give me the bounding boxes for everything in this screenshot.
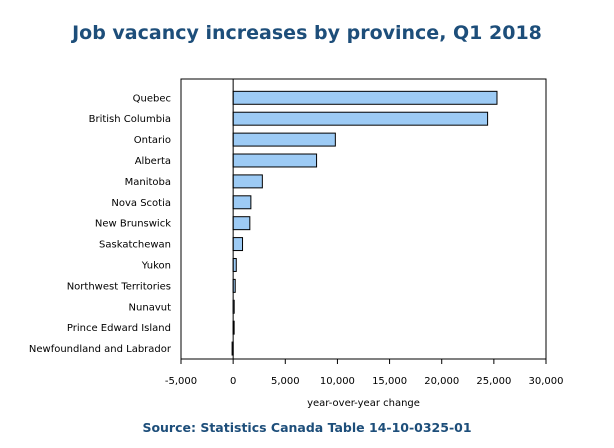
category-label: Nunavut <box>129 302 172 313</box>
bar-nova-scotia <box>232 195 252 210</box>
x-tick-label: 10,000 <box>320 376 355 387</box>
bar-manitoba <box>232 174 263 189</box>
chart-source: Source: Statistics Canada Table 14-10-03… <box>142 420 472 435</box>
category-label: New Brunswick <box>95 219 171 230</box>
x-axis-label: year-over-year change <box>307 398 420 409</box>
x-tick-label: 25,000 <box>476 376 511 387</box>
plot-frame <box>180 78 547 360</box>
bar-british-columbia <box>232 111 489 126</box>
x-tick-label: 0 <box>230 376 236 387</box>
category-label: Yukon <box>141 260 171 271</box>
bars-group <box>231 90 498 356</box>
bar-alberta <box>232 153 318 168</box>
category-label: Northwest Territories <box>67 281 171 292</box>
category-label: Ontario <box>134 135 171 146</box>
category-label: Newfoundland and Labrador <box>29 344 172 355</box>
category-label: Alberta <box>135 156 171 167</box>
category-label: Quebec <box>133 93 171 104</box>
x-axis-ticks: -5,000 0 5,000 10,000 15,000 20,000 25,000 30,0… <box>165 359 564 387</box>
x-tick-label: 30,000 <box>529 376 564 387</box>
bar-ontario <box>232 132 336 147</box>
bar-saskatchewan <box>232 237 244 252</box>
bar-new-brunswick <box>232 216 251 231</box>
chart-title: Job vacancy increases by province, Q1 20… <box>72 22 542 44</box>
category-label: British Columbia <box>89 114 171 125</box>
category-label: Prince Edward Island <box>67 323 171 334</box>
x-tick-label: 20,000 <box>424 376 459 387</box>
x-tick-label: -5,000 <box>165 376 197 387</box>
bar-quebec <box>232 90 498 105</box>
category-label: Nova Scotia <box>111 198 171 209</box>
x-tick-label: 15,000 <box>372 376 407 387</box>
x-tick-label: 5,000 <box>271 376 300 387</box>
category-labels: Quebec British Columbia Ontario Alberta Mani… <box>29 93 172 355</box>
category-label: Manitoba <box>125 177 171 188</box>
category-label: Saskatchewan <box>99 240 171 251</box>
